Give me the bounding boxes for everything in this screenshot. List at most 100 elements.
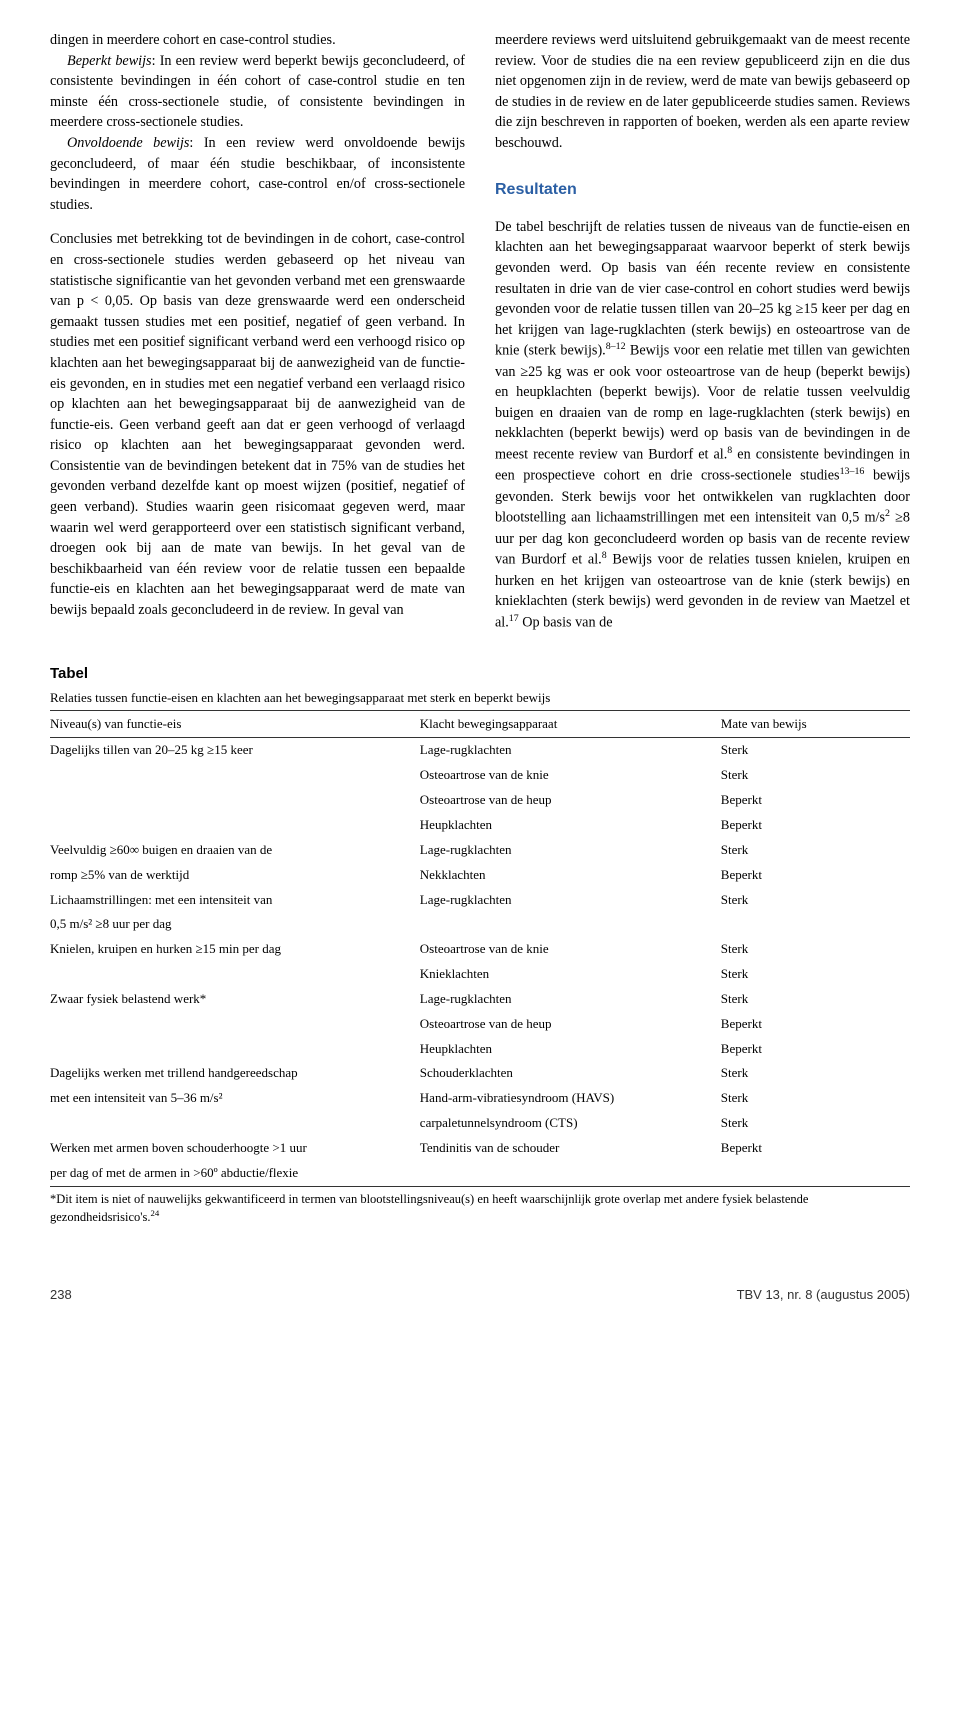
- table-cell: Sterk: [721, 962, 910, 987]
- table-title: Tabel: [50, 663, 910, 685]
- page-number: 238: [50, 1286, 72, 1305]
- para-beperkt: Beperkt bewijs: In een review werd beper…: [50, 51, 465, 133]
- table-cell: 0,5 m/s² ≥8 uur per dag: [50, 912, 420, 937]
- table-row: Osteoartrose van de knieSterk: [50, 763, 910, 788]
- page-footer: 238 TBV 13, nr. 8 (augustus 2005): [50, 1286, 910, 1305]
- table-cell: Sterk: [721, 987, 910, 1012]
- table-cell: Osteoartrose van de heup: [420, 1012, 721, 1037]
- table-cell: Beperkt: [721, 788, 910, 813]
- citation-sup: 8–12: [606, 341, 626, 352]
- table-cell: Lage-rugklachten: [420, 838, 721, 863]
- table-row: Knielen, kruipen en hurken ≥15 min per d…: [50, 937, 910, 962]
- table-cell: Lage-rugklachten: [420, 888, 721, 913]
- left-column: dingen in meerdere cohort en case-contro…: [50, 30, 465, 633]
- table-cell: Knielen, kruipen en hurken ≥15 min per d…: [50, 937, 420, 962]
- table-header: Niveau(s) van functie-eis: [50, 710, 420, 738]
- journal-ref: TBV 13, nr. 8 (augustus 2005): [737, 1286, 910, 1305]
- text-run: Op basis van de: [519, 614, 613, 630]
- table-row: Werken met armen boven schouderhoogte >1…: [50, 1136, 910, 1161]
- para-onvoldoende: Onvoldoende bewijs: In een review werd o…: [50, 133, 465, 215]
- table-row: HeupklachtenBeperkt: [50, 1037, 910, 1062]
- table-cell: Sterk: [721, 763, 910, 788]
- table-row: per dag of met de armen in >60º abductie…: [50, 1161, 910, 1186]
- table-cell: Sterk: [721, 838, 910, 863]
- table-row: HeupklachtenBeperkt: [50, 813, 910, 838]
- table-caption: Relaties tussen functie-eisen en klachte…: [50, 689, 910, 708]
- table-row: met een intensiteit van 5–36 m/s²Hand-ar…: [50, 1086, 910, 1111]
- para-resultaten: De tabel beschrijft de relaties tussen d…: [495, 217, 910, 633]
- text-columns: dingen in meerdere cohort en case-contro…: [50, 30, 910, 633]
- section-heading-resultaten: Resultaten: [495, 178, 910, 201]
- para: dingen in meerdere cohort en case-contro…: [50, 30, 465, 51]
- table-footnote: *Dit item is niet of nauwelijks gekwanti…: [50, 1191, 910, 1226]
- table-cell: Heupklachten: [420, 813, 721, 838]
- table-cell: [420, 912, 721, 937]
- table-cell: Sterk: [721, 1111, 910, 1136]
- table-cell: [50, 763, 420, 788]
- table-cell: Sterk: [721, 738, 910, 763]
- table-cell: Beperkt: [721, 1012, 910, 1037]
- table-cell: Lichaamstrillingen: met een intensiteit …: [50, 888, 420, 913]
- table-cell: Hand-arm-vibratiesyndroom (HAVS): [420, 1086, 721, 1111]
- table-cell: [50, 962, 420, 987]
- table-cell: Zwaar fysiek belastend werk*: [50, 987, 420, 1012]
- table-cell: Beperkt: [721, 813, 910, 838]
- table-row: Osteoartrose van de heupBeperkt: [50, 1012, 910, 1037]
- table-cell: Beperkt: [721, 1136, 910, 1161]
- table-cell: Werken met armen boven schouderhoogte >1…: [50, 1136, 420, 1161]
- table-cell: Beperkt: [721, 863, 910, 888]
- table-cell: Dagelijks tillen van 20–25 kg ≥15 keer: [50, 738, 420, 763]
- table-cell: Veelvuldig ≥60∞ buigen en draaien van de: [50, 838, 420, 863]
- table-row: Osteoartrose van de heupBeperkt: [50, 788, 910, 813]
- table-cell: carpaletunnelsyndroom (CTS): [420, 1111, 721, 1136]
- table-cell: [50, 1037, 420, 1062]
- table-cell: Schouderklachten: [420, 1061, 721, 1086]
- table-cell: Sterk: [721, 1086, 910, 1111]
- table-cell: Nekklachten: [420, 863, 721, 888]
- table-cell: [50, 788, 420, 813]
- table-row: KnieklachtenSterk: [50, 962, 910, 987]
- table-row: carpaletunnelsyndroom (CTS)Sterk: [50, 1111, 910, 1136]
- table-row: Veelvuldig ≥60∞ buigen en draaien van de…: [50, 838, 910, 863]
- table-cell: Lage-rugklachten: [420, 987, 721, 1012]
- table-cell: [50, 1111, 420, 1136]
- table-header: Klacht bewegingsapparaat: [420, 710, 721, 738]
- text-run: De tabel beschrijft de relaties tussen d…: [495, 219, 910, 359]
- evidence-table: Niveau(s) van functie-eis Klacht bewegin…: [50, 710, 910, 1187]
- table-cell: Osteoartrose van de heup: [420, 788, 721, 813]
- term-italic: Onvoldoende bewijs: [67, 135, 189, 151]
- para: meerdere reviews werd uitsluitend gebrui…: [495, 30, 910, 154]
- table-section: Tabel Relaties tussen functie-eisen en k…: [50, 663, 910, 1226]
- table-row: romp ≥5% van de werktijdNekklachtenBeper…: [50, 863, 910, 888]
- citation-sup: 13–16: [840, 466, 865, 477]
- table-row: Lichaamstrillingen: met een intensiteit …: [50, 888, 910, 913]
- table-cell: [721, 912, 910, 937]
- table-cell: Osteoartrose van de knie: [420, 763, 721, 788]
- table-cell: Lage-rugklachten: [420, 738, 721, 763]
- text-run: Bewijs voor een relatie met tillen van g…: [495, 343, 910, 463]
- table-cell: Tendinitis van de schouder: [420, 1136, 721, 1161]
- table-row: Dagelijks werken met trillend handgereed…: [50, 1061, 910, 1086]
- table-header-row: Niveau(s) van functie-eis Klacht bewegin…: [50, 710, 910, 738]
- table-cell: Dagelijks werken met trillend handgereed…: [50, 1061, 420, 1086]
- citation-sup: 17: [509, 613, 519, 624]
- table-cell: Sterk: [721, 937, 910, 962]
- table-cell: Sterk: [721, 1061, 910, 1086]
- table-cell: Beperkt: [721, 1037, 910, 1062]
- table-row: Dagelijks tillen van 20–25 kg ≥15 keerLa…: [50, 738, 910, 763]
- table-cell: [50, 813, 420, 838]
- table-cell: Sterk: [721, 888, 910, 913]
- table-cell: [721, 1161, 910, 1186]
- table-cell: Heupklachten: [420, 1037, 721, 1062]
- right-column: meerdere reviews werd uitsluitend gebrui…: [495, 30, 910, 633]
- table-row: 0,5 m/s² ≥8 uur per dag: [50, 912, 910, 937]
- para-conclusies: Conclusies met betrekking tot de bevindi…: [50, 229, 465, 620]
- term-italic: Beperkt bewijs: [67, 53, 152, 69]
- table-cell: per dag of met de armen in >60º abductie…: [50, 1161, 420, 1186]
- table-cell: Osteoartrose van de knie: [420, 937, 721, 962]
- table-cell: [420, 1161, 721, 1186]
- citation-sup: 24: [151, 1208, 160, 1218]
- table-row: Zwaar fysiek belastend werk*Lage-rugklac…: [50, 987, 910, 1012]
- table-cell: romp ≥5% van de werktijd: [50, 863, 420, 888]
- table-cell: Knieklachten: [420, 962, 721, 987]
